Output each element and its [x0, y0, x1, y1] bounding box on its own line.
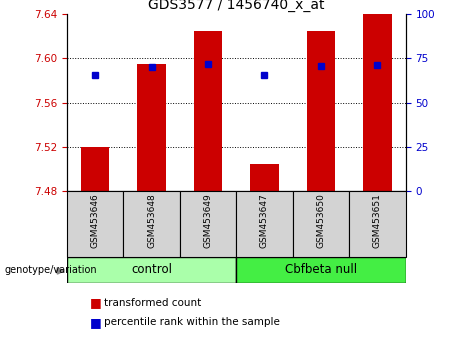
- Bar: [236, 257, 406, 283]
- Text: genotype/variation: genotype/variation: [5, 265, 97, 275]
- Text: GSM453649: GSM453649: [203, 193, 213, 248]
- Bar: [67, 257, 236, 283]
- Bar: [137, 64, 165, 191]
- Bar: [307, 31, 335, 191]
- Text: GSM453650: GSM453650: [316, 193, 325, 248]
- Bar: [194, 31, 222, 191]
- Bar: [363, 14, 391, 191]
- Text: GSM453648: GSM453648: [147, 193, 156, 248]
- Text: transformed count: transformed count: [104, 298, 201, 308]
- Title: GDS3577 / 1456740_x_at: GDS3577 / 1456740_x_at: [148, 0, 325, 12]
- Bar: [293, 191, 349, 257]
- Text: GSM453651: GSM453651: [373, 193, 382, 248]
- Text: ■: ■: [90, 316, 101, 329]
- Bar: [236, 191, 293, 257]
- Text: percentile rank within the sample: percentile rank within the sample: [104, 317, 280, 327]
- Bar: [67, 191, 123, 257]
- Text: control: control: [131, 263, 172, 276]
- Bar: [250, 164, 278, 191]
- Bar: [81, 147, 109, 191]
- Text: GSM453647: GSM453647: [260, 193, 269, 248]
- Text: Cbfbeta null: Cbfbeta null: [285, 263, 357, 276]
- Bar: [180, 191, 236, 257]
- Text: GSM453646: GSM453646: [90, 193, 100, 248]
- Text: ■: ■: [90, 296, 101, 309]
- Bar: [349, 191, 406, 257]
- Bar: [123, 191, 180, 257]
